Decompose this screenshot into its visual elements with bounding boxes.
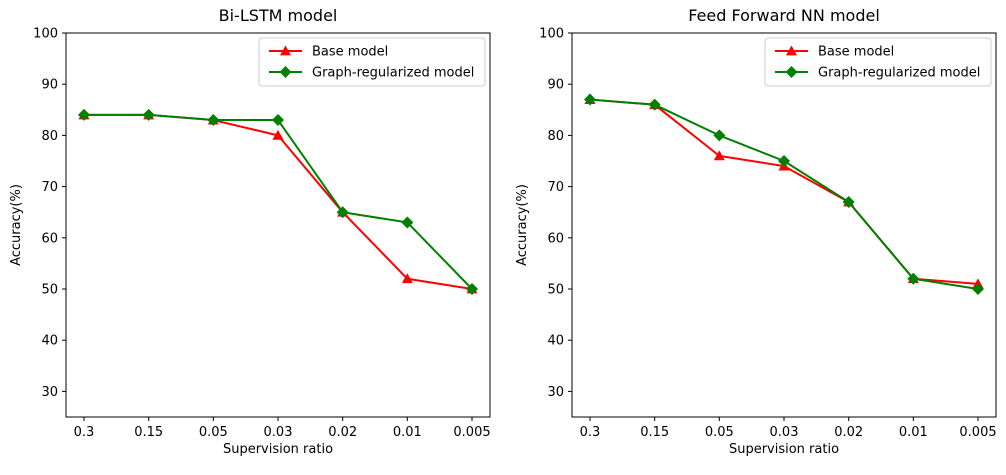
legend-swatch-marker <box>786 45 797 56</box>
y-axis-label: Accuracy(%) <box>9 184 24 266</box>
x-tick-label: 0.02 <box>328 425 357 440</box>
chart-feed-forward-nn-model: Feed Forward NN model 30 40 50 60 70 80 90 100 0.… <box>515 6 997 457</box>
y-tick-label: 60 <box>547 231 564 246</box>
y-tick-label: 50 <box>41 283 58 298</box>
x-tick-label: 0.01 <box>899 425 928 440</box>
legend-label: Graph-regularized model <box>818 66 980 81</box>
legend-swatch-marker <box>785 66 798 78</box>
x-tick-label: 0.02 <box>834 425 863 440</box>
y-tick-label: 40 <box>547 334 564 349</box>
legend-entry: Base model <box>269 45 388 60</box>
y-tick-label: 50 <box>547 283 564 298</box>
x-tick-label: 0.03 <box>770 425 799 440</box>
base-model-line <box>589 98 979 285</box>
x-tick-label: 0.15 <box>640 425 669 440</box>
legend: Base model Graph-regularized model <box>764 37 992 87</box>
graph-regularized-model-line <box>589 98 979 290</box>
legend: Base model Graph-regularized model <box>258 37 486 87</box>
legend-label: Base model <box>818 45 894 60</box>
x-tick-label: 0.005 <box>959 425 996 440</box>
x-axis-label: Supervision ratio <box>223 442 333 457</box>
legend-label: Graph-regularized model <box>312 66 474 81</box>
chart-title: Feed Forward NN model <box>688 6 880 25</box>
legend-entry: Graph-regularized model <box>269 66 474 81</box>
legend-box <box>764 37 992 87</box>
x-tick-label: 0.15 <box>134 425 163 440</box>
chart-title: Bi-LSTM model <box>219 6 338 25</box>
y-tick-label: 100 <box>33 27 58 42</box>
x-tick-label: 0.03 <box>264 425 293 440</box>
y-tick-label: 70 <box>547 180 564 195</box>
y-tick-label: 90 <box>547 78 564 93</box>
graph-regularized-model-marker <box>466 283 478 295</box>
graph-regularized-model-marker <box>207 114 220 127</box>
graph-regularized-model-line <box>83 113 473 290</box>
chart-bi-lstm-model: Bi-LSTM model 30 40 50 60 70 80 90 100 0.3 0.15 0.0… <box>9 6 491 457</box>
graph-regularized-model-marker <box>972 283 984 295</box>
legend-label: Base model <box>312 45 388 60</box>
graph-regularized-model-marker <box>336 206 349 219</box>
legend-entry: Base model <box>775 45 894 60</box>
base-model-marker <box>713 150 725 161</box>
x-axis-label: Supervision ratio <box>729 442 839 457</box>
base-model-marker <box>272 129 284 140</box>
y-tick-label: 80 <box>547 129 564 144</box>
graph-regularized-model-marker <box>778 155 790 167</box>
y-tick-label: 80 <box>41 129 58 144</box>
legend-box <box>258 37 486 87</box>
y-tick-label: 70 <box>41 180 58 195</box>
x-tick-label: 0.05 <box>705 425 734 440</box>
x-tick-label: 0.005 <box>453 425 490 440</box>
x-tick-label: 0.01 <box>393 425 422 440</box>
y-axis-label: Accuracy(%) <box>515 184 530 266</box>
graph-regularized-model-marker <box>713 129 726 142</box>
y-tick-label: 30 <box>41 385 58 400</box>
plot-border <box>65 32 491 418</box>
y-tick-label: 90 <box>41 78 58 93</box>
legend-entry: Graph-regularized model <box>775 66 980 81</box>
y-tick-label: 40 <box>41 334 58 349</box>
graph-regularized-model-marker <box>648 98 661 111</box>
base-model-line <box>83 113 473 290</box>
plot-border <box>571 32 997 418</box>
x-tick-label: 0.3 <box>74 425 95 440</box>
base-model-marker <box>401 273 413 284</box>
graph-regularized-model-marker <box>842 195 855 208</box>
legend-swatch-marker <box>280 45 291 56</box>
legend-swatch-marker <box>279 66 292 78</box>
y-tick-label: 100 <box>539 27 564 42</box>
graph-regularized-model-marker <box>142 108 155 121</box>
x-tick-label: 0.05 <box>199 425 228 440</box>
graph-regularized-model-marker <box>78 108 90 121</box>
y-tick-label: 60 <box>41 231 58 246</box>
y-tick-label: 30 <box>547 385 564 400</box>
x-tick-label: 0.3 <box>580 425 601 440</box>
graph-regularized-model-marker <box>584 93 596 106</box>
graph-regularized-model-marker <box>401 216 414 229</box>
graph-regularized-model-marker <box>272 114 284 127</box>
graph-regularized-model-marker <box>907 272 920 285</box>
